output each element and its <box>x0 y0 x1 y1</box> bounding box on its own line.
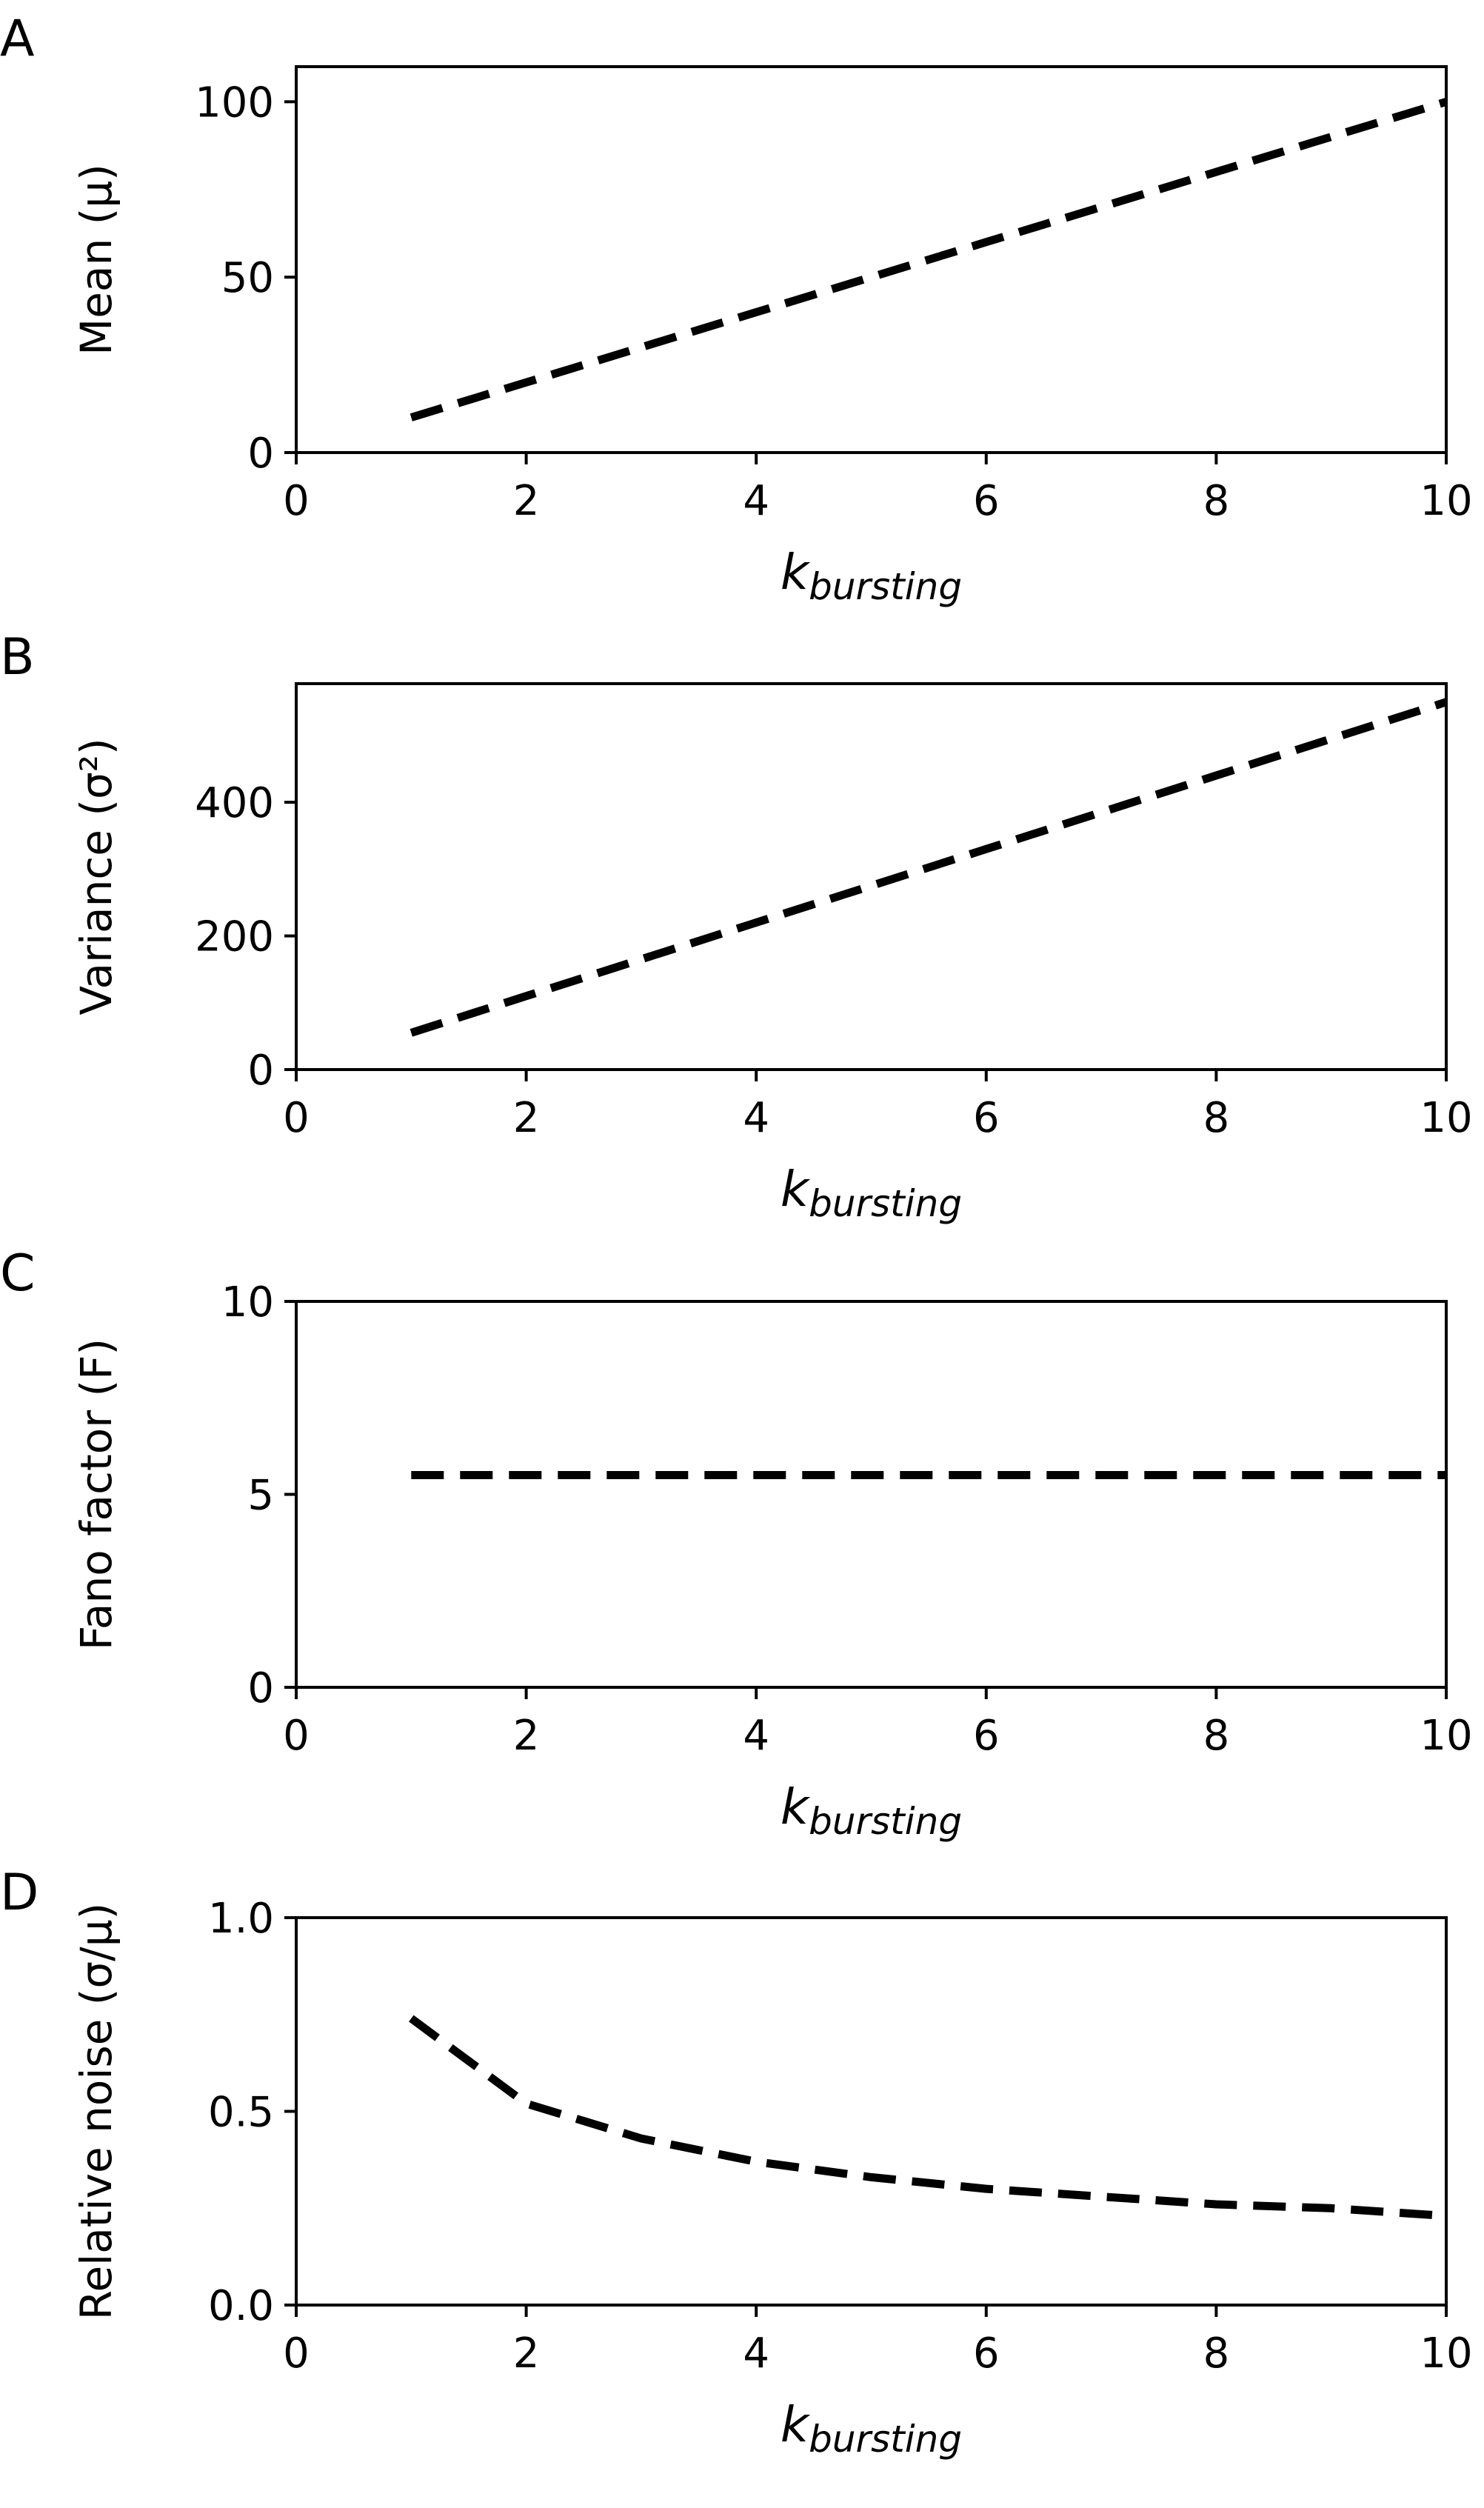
x-tick-label: 0 <box>283 1712 310 1760</box>
axes-frame <box>295 1916 1448 2307</box>
series-line <box>410 698 1448 1037</box>
y-tick-label: 400 <box>195 779 274 827</box>
y-tick-label: 5 <box>247 1472 274 1520</box>
x-tick-label: 0 <box>283 477 310 525</box>
x-axis-label: kbursting <box>781 2396 962 2461</box>
panel-letter: D <box>0 1864 39 1922</box>
x-tick-label: 6 <box>973 2329 1000 2378</box>
panel-letter: B <box>0 628 35 687</box>
x-tick-label: 6 <box>973 1094 1000 1142</box>
y-axis-label: Mean (μ) <box>71 164 121 356</box>
x-tick-label: 2 <box>513 477 540 525</box>
y-tick-label: 0.0 <box>208 2282 274 2330</box>
y-tick-label: 0.5 <box>208 2089 274 2137</box>
y-tick-label: 1.0 <box>208 1895 274 1943</box>
x-tick-label: 0 <box>283 1094 310 1142</box>
x-tick-label: 2 <box>513 2329 540 2378</box>
x-tick-label: 10 <box>1420 1712 1472 1760</box>
y-tick-label: 100 <box>195 79 274 127</box>
axes-frame <box>295 1300 1448 1689</box>
panel-b: B 0 2 4 6 8 10 0 200 400 kbursting Variance (σ²) <box>0 628 1473 1225</box>
x-tick-label: 6 <box>973 477 1000 525</box>
x-tick-label: 2 <box>513 1094 540 1142</box>
x-tick-label: 4 <box>743 2329 769 2378</box>
panel-c: C 0 2 4 6 8 10 0 5 10 kbursting Fano factor (F) <box>0 1244 1473 1843</box>
series-line <box>409 2015 1447 2221</box>
x-tick-label: 10 <box>1420 1094 1472 1142</box>
x-tick-label: 10 <box>1420 2329 1472 2378</box>
x-axis-label: kbursting <box>781 1778 962 1843</box>
x-tick-label: 2 <box>513 1712 540 1760</box>
y-axis-label: Variance (σ²) <box>71 738 121 1015</box>
panel-letter: A <box>0 10 35 68</box>
x-tick-label: 4 <box>743 1712 769 1760</box>
x-tick-label: 10 <box>1420 477 1472 525</box>
x-tick-label: 8 <box>1203 1712 1230 1760</box>
axes-frame <box>295 682 1448 1071</box>
x-axis-label: kbursting <box>781 544 962 608</box>
x-tick-label: 4 <box>743 1094 769 1142</box>
x-tick-label: 8 <box>1203 477 1230 525</box>
panel-letter: C <box>0 1244 35 1303</box>
series-line <box>410 98 1448 421</box>
y-tick-label: 50 <box>221 254 274 302</box>
y-tick-label: 0 <box>247 1664 274 1712</box>
y-axis-label: Relative noise (σ/μ) <box>71 1903 121 2321</box>
y-tick-label: 10 <box>221 1278 274 1327</box>
panel-d: D 0 2 4 6 8 10 0.0 0.5 1.0 kbursting Relative noise… <box>0 1864 1473 2461</box>
x-axis-label: kbursting <box>781 1161 962 1225</box>
x-tick-label: 0 <box>283 2329 310 2378</box>
axes-frame <box>295 65 1448 454</box>
x-tick-label: 6 <box>973 1712 1000 1760</box>
x-tick-label: 8 <box>1203 1094 1230 1142</box>
y-tick-label: 200 <box>195 913 274 961</box>
x-tick-label: 4 <box>743 477 769 525</box>
y-axis-label: Fano factor (F) <box>71 1338 121 1650</box>
y-tick-label: 0 <box>247 1047 274 1095</box>
y-tick-label: 0 <box>247 430 274 478</box>
x-tick-label: 8 <box>1203 2329 1230 2378</box>
